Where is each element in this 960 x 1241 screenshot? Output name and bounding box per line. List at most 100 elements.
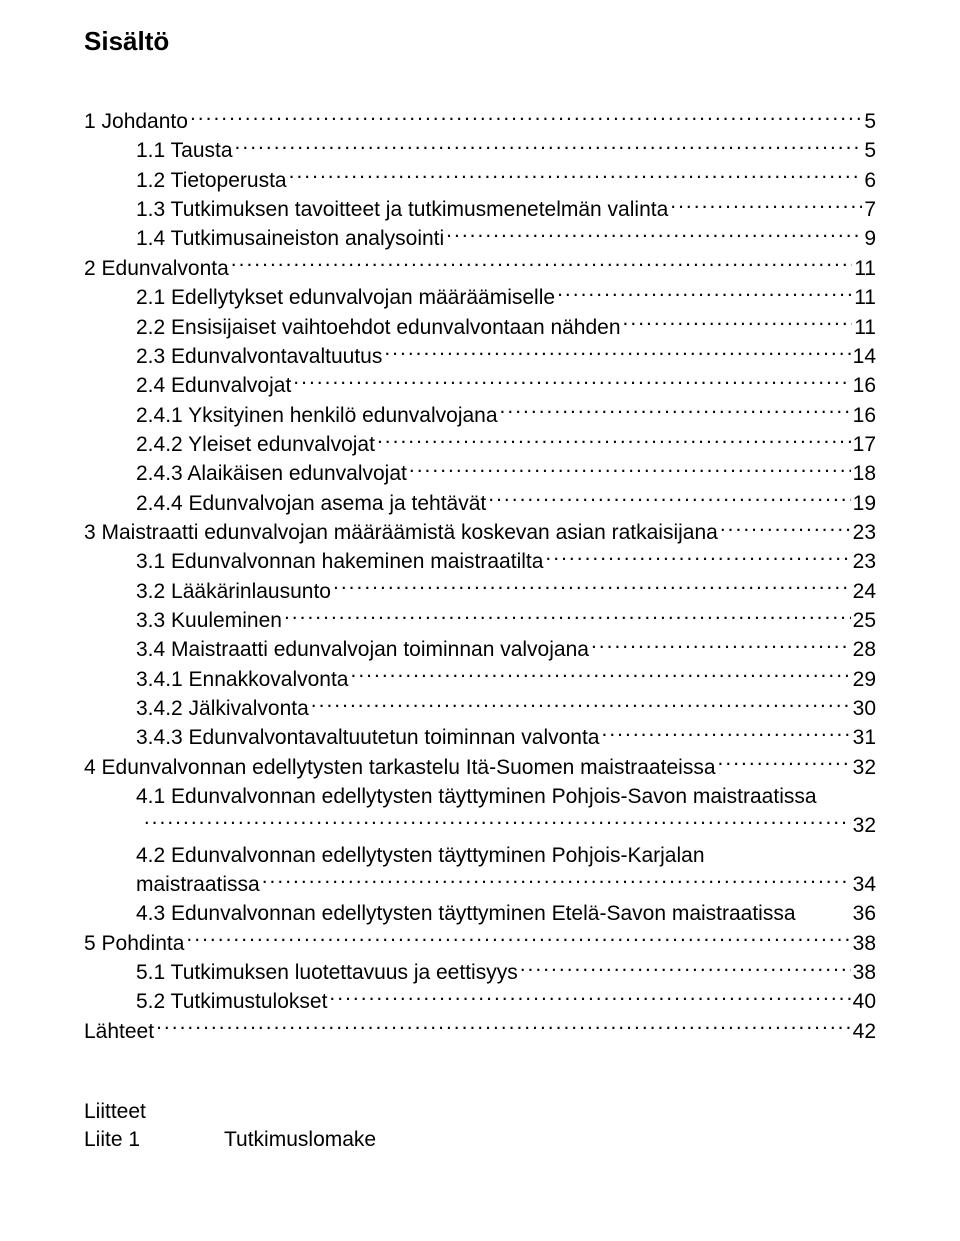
toc-entry-level2: maistraatissa34 [84,870,876,899]
toc-leader-dots [235,136,863,157]
toc-leader-dots [350,665,850,686]
toc-entry-level2: 2.4.3 Alaikäisen edunvalvojat18 [84,459,876,488]
appendix-block: Liitteet Liite 1 Tutkimuslomake [84,1098,876,1155]
toc-entry-label: 1.1 Tausta [136,137,233,165]
toc-entry-level2: 3.4.2 Jälkivalvonta30 [84,694,876,723]
toc-leader-dots [798,899,851,920]
toc-leader-dots [156,1017,851,1038]
toc-leader-dots [384,342,850,363]
appendix-heading: Liitteet [84,1098,876,1126]
toc-leader-dots [289,166,863,187]
toc-entry-label: 3.3 Kuuleminen [136,607,282,635]
toc-entry-page: 42 [853,1018,876,1046]
toc-leader-dots [311,694,851,715]
toc-entry-level2: 3.4.1 Ennakkovalvonta29 [84,665,876,694]
document-page: Sisältö 1 Johdanto51.1 Tausta51.2 Tietop… [0,0,960,1195]
toc-entry-level2: 2.1 Edellytykset edunvalvojan määräämise… [84,283,876,312]
toc-entry-label: 2.4.2 Yleiset edunvalvojat [136,431,375,459]
toc-entry-page: 40 [853,988,876,1016]
toc-entry-page: 17 [853,431,876,459]
toc-entry-label: 1.4 Tutkimusaineiston analysointi [136,225,444,253]
toc-entry-label: 1.2 Tietoperusta [136,167,287,195]
toc-entry-label: 5 Pohdinta [84,930,184,958]
toc-leader-dots [623,313,853,334]
toc-entry-page: 16 [853,372,876,400]
toc-entry-page: 36 [853,900,876,928]
page-title: Sisältö [84,24,876,59]
toc-entry-level2: 3.3 Kuuleminen25 [84,606,876,635]
toc-entry-level2: 1.3 Tutkimuksen tavoitteet ja tutkimusme… [84,195,876,224]
toc-entry-level2: 32 [84,811,876,840]
toc-entry-page: 38 [853,930,876,958]
toc-entry-label: 2.4 Edunvalvojat [136,372,291,400]
toc-entry-label: 3.2 Lääkärinlausunto [136,578,331,606]
toc-leader-dots [190,107,862,128]
toc-entry-page: 5 [864,108,876,136]
appendix-item-value: Tutkimuslomake [224,1126,376,1154]
toc-entry-label: 3.4.3 Edunvalvontavaltuutetun toiminnan … [136,724,600,752]
toc-entry-label: 4.1 Edunvalvonnan edellytysten täyttymin… [136,783,817,811]
toc-entry-label: maistraatissa [136,871,260,899]
toc-leader-dots [707,841,874,862]
toc-entry-level2: 3.4 Maistraatti edunvalvojan toiminnan v… [84,635,876,664]
toc-entry-level2: 3.1 Edunvalvonnan hakeminen maistraatilt… [84,547,876,576]
toc-entry-page: 19 [853,490,876,518]
toc-entry-label: 1.3 Tutkimuksen tavoitteet ja tutkimusme… [136,196,668,224]
toc-entry-page: 24 [853,578,876,606]
toc-leader-dots [144,811,851,832]
toc-leader-dots [262,870,851,891]
toc-entry-label: 2.4.4 Edunvalvojan asema ja tehtävät [136,490,486,518]
toc-entry-page: 11 [854,314,876,342]
toc-entry-label [136,812,142,840]
toc-leader-dots [557,283,852,304]
toc-entry-label: 4 Edunvalvonnan edellytysten tarkastelu … [84,754,716,782]
toc-leader-dots [520,958,851,979]
toc-entry-page: 23 [853,548,876,576]
toc-entry-label: 3.1 Edunvalvonnan hakeminen maistraatilt… [136,548,543,576]
toc-entry-level2: 2.3 Edunvalvontavaltuutus14 [84,342,876,371]
toc-entry-label: 4.2 Edunvalvonnan edellytysten täyttymin… [136,842,705,870]
toc-entry-page: 28 [853,636,876,664]
toc-leader-dots [293,371,850,392]
toc-leader-dots [333,577,851,598]
toc-entry-level1: 3 Maistraatti edunvalvojan määräämistä k… [84,518,876,547]
toc-entry-level1: 1 Johdanto 5 [84,107,876,136]
toc-entry-label: 2.4.1 Yksityinen henkilö edunvalvojana [136,402,498,430]
toc-entry-level2: 2.2 Ensisijaiset vaihtoehdot edunvalvont… [84,313,876,342]
toc-entry-page: 9 [864,225,876,253]
toc-entry-level2: 2.4.1 Yksityinen henkilö edunvalvojana 16 [84,401,876,430]
toc-entry-level1: 4 Edunvalvonnan edellytysten tarkastelu … [84,753,876,782]
toc-leader-dots [500,401,851,422]
toc-leader-dots [488,489,850,510]
toc-leader-dots [718,753,851,774]
toc-entry-level1: 5 Pohdinta 38 [84,929,876,958]
toc-entry-label: 5.2 Tutkimustulokset [136,988,327,1016]
toc-entry-level2: 5.2 Tutkimustulokset 40 [84,987,876,1016]
toc-leader-dots [284,606,851,627]
toc-entry-level2: 2.4.2 Yleiset edunvalvojat 17 [84,430,876,459]
toc-entry-page: 32 [853,812,876,840]
toc-entry-level2: 2.4.4 Edunvalvojan asema ja tehtävät 19 [84,489,876,518]
toc-entry-label: 1 Johdanto [84,108,188,136]
toc-entry-page: 38 [853,959,876,987]
toc-entry-label: 2.4.3 Alaikäisen edunvalvojat [136,460,407,488]
toc-leader-dots [819,782,874,803]
toc-entry-page: 5 [864,137,876,165]
toc-leader-dots [329,987,850,1008]
toc-entry-label: 2.1 Edellytykset edunvalvojan määräämise… [136,284,555,312]
toc-entry-page: 16 [853,402,876,430]
toc-entry-label: 3.4.1 Ennakkovalvonta [136,666,348,694]
toc-entry-page: 23 [853,519,876,547]
toc-entry-level2: 4.1 Edunvalvonnan edellytysten täyttymin… [84,782,876,811]
toc-entry-level1: Lähteet42 [84,1017,876,1046]
toc-leader-dots [186,929,850,950]
toc-leader-dots [670,195,862,216]
toc-entry-level2: 5.1 Tutkimuksen luotettavuus ja eettisyy… [84,958,876,987]
toc-entry-level2: 1.2 Tietoperusta6 [84,166,876,195]
toc-entry-page: 11 [854,284,876,312]
toc-entry-level2: 1.1 Tausta 5 [84,136,876,165]
toc-entry-page: 32 [853,754,876,782]
toc-leader-dots [602,723,851,744]
toc-entry-label: 2.3 Edunvalvontavaltuutus [136,343,382,371]
toc-entry-page: 7 [864,196,876,224]
